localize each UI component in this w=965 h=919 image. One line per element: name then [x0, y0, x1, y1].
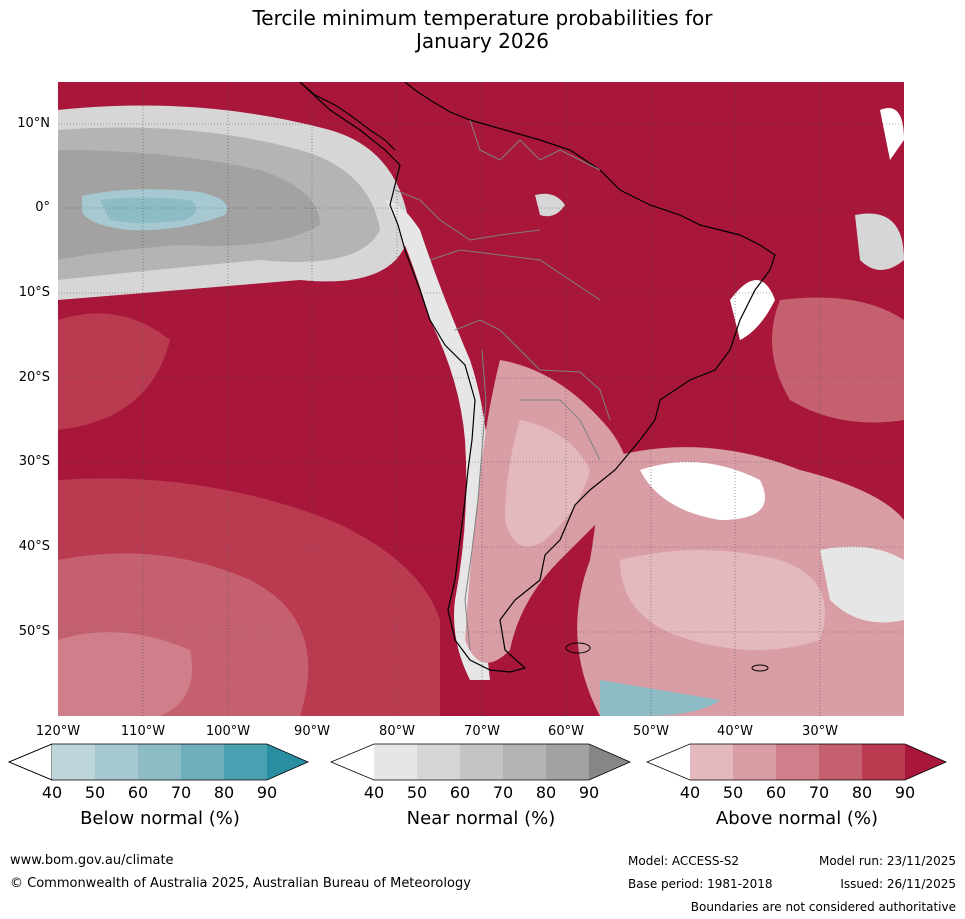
- colorbar-tick: 60: [765, 783, 787, 802]
- south-georgia: [751, 664, 769, 672]
- issued-date: Issued: 26/11/2025: [840, 877, 956, 891]
- below-normal-colorbar: [8, 743, 309, 781]
- field-above-40-atlantic: [620, 550, 825, 650]
- colorbar-swatch: [138, 744, 181, 780]
- graticule: [58, 82, 904, 716]
- boundaries-disclaimer: Boundaries are not considered authoritat…: [690, 900, 956, 914]
- lon-label: 80°W: [379, 724, 415, 739]
- lon-label: 100°W: [205, 724, 251, 739]
- lat-label: 0°: [35, 200, 50, 215]
- colorbar-tick: 70: [808, 783, 830, 802]
- colorbar-swatch: [589, 744, 630, 780]
- model-run-date: Model run: 23/11/2025: [818, 854, 956, 868]
- base-period: Base period: 1981-2018: [628, 877, 773, 891]
- model-name: Model: ACCESS-S2: [628, 854, 740, 868]
- website-link[interactable]: www.bom.gov.au/climate: [10, 853, 174, 868]
- copyright-text: © Commonwealth of Australia 2025, Austra…: [10, 876, 471, 891]
- lon-label: 50°W: [633, 724, 669, 739]
- lon-label: 60°W: [548, 724, 584, 739]
- colorbar-swatch: [503, 744, 546, 780]
- colorbar-swatch: [331, 744, 374, 780]
- colorbar-swatch: [647, 744, 690, 780]
- colorbar-swatch: [52, 744, 95, 780]
- lon-label: 110°W: [120, 724, 166, 739]
- lon-label: 30°W: [802, 724, 838, 739]
- colorbar-swatch: [374, 744, 417, 780]
- field-near-coastal: [385, 200, 490, 680]
- lon-label: 70°W: [464, 724, 500, 739]
- field-near-south-atlantic: [820, 546, 904, 623]
- field-above-60-south-pacific: [58, 632, 192, 716]
- field-white-ne-brazil: [730, 280, 775, 340]
- lat-label: 50°S: [18, 624, 50, 639]
- field-white-ne: [880, 108, 904, 160]
- colorbar-tick: 70: [170, 783, 192, 802]
- field-above-70-atlantic: [772, 297, 904, 423]
- map-title-line-1: Tercile minimum temperature probabilitie…: [252, 6, 713, 30]
- colorbar-swatch: [862, 744, 905, 780]
- colorbar-tick: 60: [449, 783, 471, 802]
- central-america-coast: [299, 82, 396, 151]
- lat-label: 10°N: [17, 116, 50, 131]
- colorbar-tick: 60: [127, 783, 149, 802]
- colorbar-swatch: [690, 744, 733, 780]
- colorbar-swatch: [267, 744, 308, 780]
- lat-label: 40°S: [18, 539, 50, 554]
- lon-label: 120°W: [35, 724, 81, 739]
- colorbar-swatch: [181, 744, 224, 780]
- colorbar-swatch: [776, 744, 819, 780]
- field-white-atlantic: [640, 462, 765, 520]
- coastline: [299, 82, 776, 673]
- colorbar-swatch: [819, 744, 862, 780]
- colorbar-tick: 80: [851, 783, 873, 802]
- lon-label: 90°W: [294, 724, 330, 739]
- colorbar-swatch: [95, 744, 138, 780]
- near-normal-label: Near normal (%): [406, 808, 556, 829]
- colorbar-swatch: [8, 743, 53, 781]
- colorbar-swatch: [905, 744, 946, 780]
- colorbar-tick: 50: [84, 783, 106, 802]
- field-below-south: [600, 680, 720, 716]
- colorbar-tick: 80: [535, 783, 557, 802]
- lat-label: 10°S: [18, 285, 50, 300]
- lon-label: 40°W: [717, 724, 753, 739]
- colorbar-tick: 90: [578, 783, 600, 802]
- lat-label: 20°S: [18, 370, 50, 385]
- map-title-line-2: January 2026: [415, 29, 550, 53]
- colorbar-tick: 40: [41, 783, 63, 802]
- field-above-80-east-pacific: [58, 313, 170, 430]
- colorbar-tick: 50: [722, 783, 744, 802]
- colorbar-swatch: [733, 744, 776, 780]
- map-field: [58, 82, 904, 716]
- falkland-islands: [565, 642, 591, 654]
- colorbar-tick: 90: [894, 783, 916, 802]
- field-above-40-argentina: [505, 420, 590, 547]
- country-borders: [394, 119, 611, 651]
- colorbar-tick: 40: [363, 783, 385, 802]
- colorbar-tick: 40: [679, 783, 701, 802]
- above-normal-colorbar: [646, 743, 947, 781]
- colorbar-swatch: [460, 744, 503, 780]
- colorbar-tick: 70: [492, 783, 514, 802]
- field-near-amazon: [535, 193, 565, 217]
- near-normal-colorbar: [330, 743, 631, 781]
- below-normal-label: Below normal (%): [80, 808, 240, 829]
- colorbar-swatch: [224, 744, 267, 780]
- colorbar-tick: 50: [406, 783, 428, 802]
- colorbar-tick: 90: [256, 783, 278, 802]
- colorbar-swatch: [417, 744, 460, 780]
- colorbar-swatch: [546, 744, 589, 780]
- field-below-70: [100, 197, 197, 223]
- colorbar-tick: 80: [213, 783, 235, 802]
- lat-label: 30°S: [18, 454, 50, 469]
- field-near-equatorial-atlantic: [855, 213, 904, 270]
- above-normal-label: Above normal (%): [715, 808, 879, 829]
